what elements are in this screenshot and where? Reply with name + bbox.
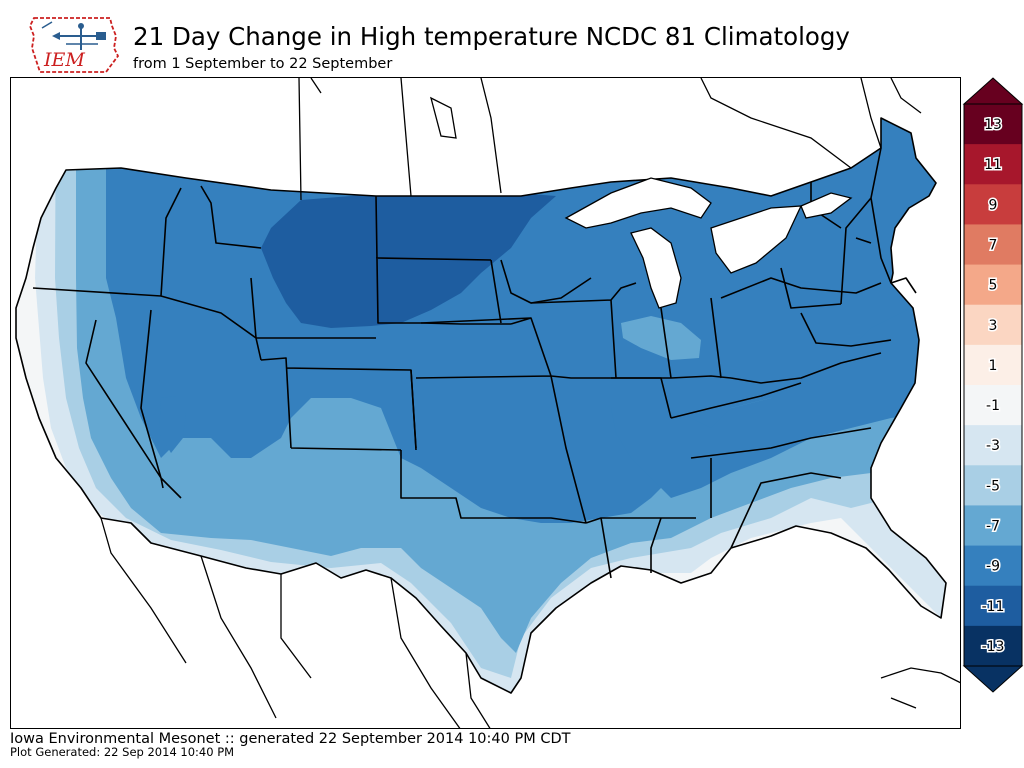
colorbar-band (964, 104, 1022, 145)
colorbar-band (964, 304, 1022, 346)
colorbar-band (964, 465, 1022, 506)
colorbar-label: -5 (986, 478, 1000, 494)
colorbar-label: 11 (984, 157, 1002, 173)
northeast-borders (810, 147, 917, 305)
contour-zone-minus-9-utah-pocket (159, 396, 186, 453)
mexico-border-lines (100, 517, 491, 728)
coastlines-and-neighbors (100, 78, 960, 728)
map-subtitle: from 1 September to 22 September (133, 56, 393, 72)
footer-plot-generated-text: Plot Generated: 22 Sep 2014 10:40 PM (10, 745, 235, 759)
iem-logo: IEM (29, 17, 120, 73)
logo-text: IEM (43, 49, 85, 71)
great-lakes (564, 177, 853, 309)
colorbar-band (964, 184, 1022, 225)
colorbar-label: -11 (982, 599, 1005, 615)
colorbar-label: 5 (989, 278, 998, 294)
eastern-borders (530, 267, 892, 579)
caribbean-outline (880, 667, 960, 709)
colorbar-band (964, 625, 1022, 667)
northern-islands (310, 78, 922, 139)
canada-border-lines (298, 78, 882, 201)
map-frame (10, 77, 961, 729)
colorbar: 13 11 9 7 5 3 1 -1 -3 -5 -7 -9 -11 -13 (962, 77, 1024, 693)
colorbar-bottom-extension (962, 665, 1024, 693)
colorbar-top-extension (962, 77, 1024, 105)
colorbar-label: 7 (989, 238, 998, 254)
colorbar-band (964, 144, 1022, 185)
colorbar-band (964, 344, 1022, 386)
colorbar-label: -7 (986, 519, 1000, 535)
iowa-state-outline (29, 17, 120, 73)
colorbar-label: -1 (986, 398, 1000, 414)
colorbar-label: -3 (986, 438, 1000, 454)
contour-zone-minus-7-midwest-pocket (621, 316, 701, 360)
state-borders (15, 117, 947, 694)
colorbar-band (964, 425, 1022, 466)
colorbar-band (964, 505, 1022, 547)
colorbar-label: -9 (986, 559, 1000, 575)
colorbar-label: 9 (989, 197, 998, 213)
map-title: 21 Day Change in High temperature NCDC 8… (133, 22, 850, 51)
colorbar-band (964, 585, 1022, 627)
colorbar-band (964, 545, 1022, 587)
colorbar-label: 13 (984, 117, 1002, 133)
colorbar-label: -13 (982, 639, 1005, 655)
contour-map (11, 78, 960, 728)
colorbar-label: 3 (989, 318, 998, 334)
footer-generated-text: Iowa Environmental Mesonet :: generated … (10, 731, 571, 747)
colorbar-label: 1 (989, 358, 998, 374)
weather-vane-icon (41, 21, 106, 50)
us-outline (15, 117, 947, 694)
colorbar-band (964, 264, 1022, 306)
colorbar-band (964, 224, 1022, 266)
colorbar-band (964, 385, 1022, 426)
colorbar-outline (963, 103, 1023, 667)
